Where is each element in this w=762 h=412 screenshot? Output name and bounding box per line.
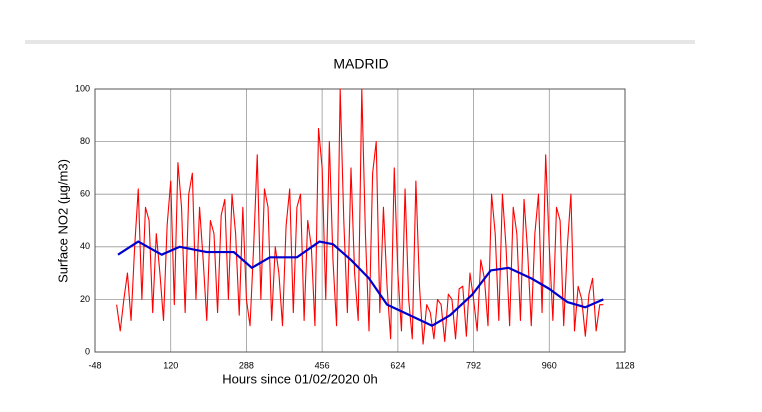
x-tick-label: 120: [163, 360, 178, 370]
x-tick-label: 288: [239, 360, 254, 370]
y-tick-label: 0: [85, 346, 90, 356]
top-bar: [25, 40, 695, 44]
chart-title: MADRID: [333, 56, 388, 72]
data-line: [116, 88, 604, 345]
data-line: [117, 240, 604, 327]
y-tick-label: 80: [80, 136, 90, 146]
y-tick-label: 20: [80, 294, 90, 304]
y-tick-label: 60: [80, 189, 90, 199]
y-axis-label: Surface NO2 (µg/m3): [55, 159, 70, 283]
x-tick-label: -48: [88, 360, 101, 370]
plot-frame: [94, 88, 626, 353]
y-tick-label: 40: [80, 241, 90, 251]
y-tick-label: 100: [75, 83, 90, 93]
x-axis-label: Hours since 01/02/2020 0h: [222, 371, 377, 386]
x-tick-label: 960: [542, 360, 557, 370]
x-tick-label: 792: [466, 360, 481, 370]
x-tick-label: 624: [390, 360, 405, 370]
x-tick-label: 1128: [615, 360, 634, 370]
x-tick-label: 456: [315, 360, 330, 370]
